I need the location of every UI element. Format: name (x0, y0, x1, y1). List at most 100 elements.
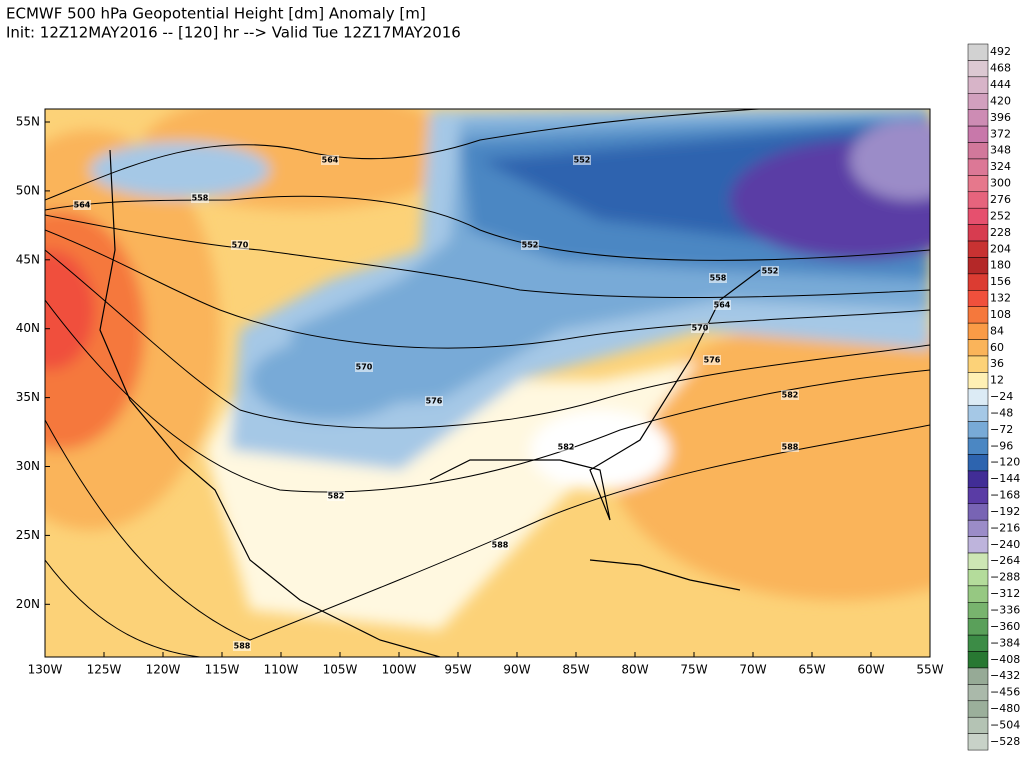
colorbar-label: −504 (990, 718, 1020, 731)
colorbar-label: −144 (990, 472, 1020, 485)
colorbar-swatch (967, 290, 989, 307)
colorbar-swatch (967, 454, 989, 472)
colorbar-swatch (967, 700, 989, 718)
colorbar-swatch (967, 569, 989, 587)
contour-label-bg (491, 540, 509, 550)
lon-label: 75W (680, 663, 707, 677)
lat-label: 50N (16, 183, 40, 197)
colorbar-swatch (967, 306, 989, 324)
colorbar-swatch (967, 421, 989, 439)
contour-label-bg (233, 641, 251, 651)
colorbar-swatch (967, 585, 989, 603)
colorbar-swatch (967, 372, 989, 390)
lon-label: 125W (87, 663, 122, 677)
contour-label: 558 (710, 274, 727, 283)
lon-label: 60W (857, 663, 884, 677)
contour-label-bg (321, 155, 339, 165)
colorbar-swatch (967, 125, 989, 143)
colorbar-swatch (967, 207, 989, 225)
contour-label: 576 (426, 397, 443, 406)
colorbar-label: 204 (990, 242, 1011, 255)
lon-label: 105W (323, 663, 358, 677)
lon-label: 55W (916, 663, 943, 677)
lat-label: 45N (16, 252, 40, 266)
colorbar-swatch (967, 651, 989, 669)
colorbar-label: −456 (990, 686, 1020, 699)
colorbar-label: 108 (990, 308, 1011, 321)
contour-label-bg (703, 355, 721, 365)
lat-label: 35N (16, 390, 40, 404)
colorbar-swatch (967, 667, 989, 685)
contour-label-bg (781, 442, 799, 452)
contour-label-bg (713, 300, 731, 310)
lat-label: 20N (16, 597, 40, 611)
colorbar-swatch (967, 684, 989, 702)
lat-label: 25N (16, 528, 40, 542)
colorbar-swatch (967, 634, 989, 652)
colorbar-swatch (967, 470, 989, 488)
colorbar-label: 324 (990, 160, 1011, 173)
contour-label: 570 (356, 363, 373, 372)
colorbar-label: 36 (990, 357, 1004, 370)
colorbar-swatch (967, 273, 989, 291)
subtitle: Init: 12Z12MAY2016 -- [120] hr --> Valid… (6, 24, 461, 42)
contour-label-bg (781, 390, 799, 400)
contour-label: 582 (558, 443, 575, 452)
contour-label: 552 (522, 241, 539, 250)
contour-label-bg (709, 273, 727, 283)
colorbar-swatch (967, 191, 989, 209)
contour-label-bg (573, 155, 591, 165)
colorbar-label: −24 (990, 390, 1013, 403)
contour-label-bg (327, 491, 345, 501)
colorbar-label: 12 (990, 374, 1004, 387)
colorbar-swatch (967, 618, 989, 636)
contour-label: 564 (714, 301, 731, 310)
colorbar-label: −240 (990, 538, 1020, 551)
contour-label-bg (557, 442, 575, 452)
colorbar-swatch (967, 142, 989, 160)
colorbar-swatch (967, 60, 989, 78)
colorbar-label: −480 (990, 702, 1020, 715)
lon-label: 70W (739, 663, 766, 677)
colorbar-label: 468 (990, 62, 1011, 75)
colorbar-swatch (967, 43, 989, 61)
colorbar-swatch (967, 487, 989, 505)
contour-label: 558 (192, 194, 209, 203)
colorbar-swatch (967, 437, 989, 455)
colorbar-swatch (967, 175, 989, 193)
colorbar-label: −216 (990, 521, 1020, 534)
colorbar-label: 156 (990, 275, 1011, 288)
colorbar-label: −96 (990, 439, 1013, 452)
colorbar-label: −168 (990, 489, 1020, 502)
colorbar-label: 492 (990, 45, 1011, 58)
contour-label-bg (425, 396, 443, 406)
contour-label-bg (73, 200, 91, 210)
contour-label: 582 (782, 391, 799, 400)
colorbar-swatch (967, 602, 989, 619)
contour-label-bg (231, 240, 249, 250)
colorbar-label: 372 (990, 127, 1011, 140)
colorbar-swatch (967, 552, 989, 570)
colorbar-label: −288 (990, 571, 1020, 584)
colorbar-swatch (967, 519, 989, 537)
colorbar-swatch (967, 404, 989, 422)
colorbar-label: −528 (990, 735, 1020, 748)
colorbar-label: 132 (990, 292, 1011, 305)
colorbar-label: 60 (990, 341, 1004, 354)
colorbar-label: 84 (990, 324, 1004, 337)
anomaly-shading (45, 109, 930, 630)
lon-label: 130W (28, 663, 63, 677)
contour-label-bg (761, 266, 779, 276)
colorbar-swatch (967, 388, 989, 406)
lon-label: 90W (503, 663, 530, 677)
map-field (45, 109, 930, 657)
colorbar-swatch (967, 240, 989, 258)
colorbar-label: 420 (990, 94, 1011, 107)
colorbar-swatch (967, 503, 989, 521)
colorbar-label: 276 (990, 193, 1011, 206)
colorbar-label: 348 (990, 144, 1011, 157)
colorbar-swatch (967, 355, 989, 373)
colorbar-swatch (967, 158, 989, 176)
colorbar-label: −264 (990, 554, 1020, 567)
